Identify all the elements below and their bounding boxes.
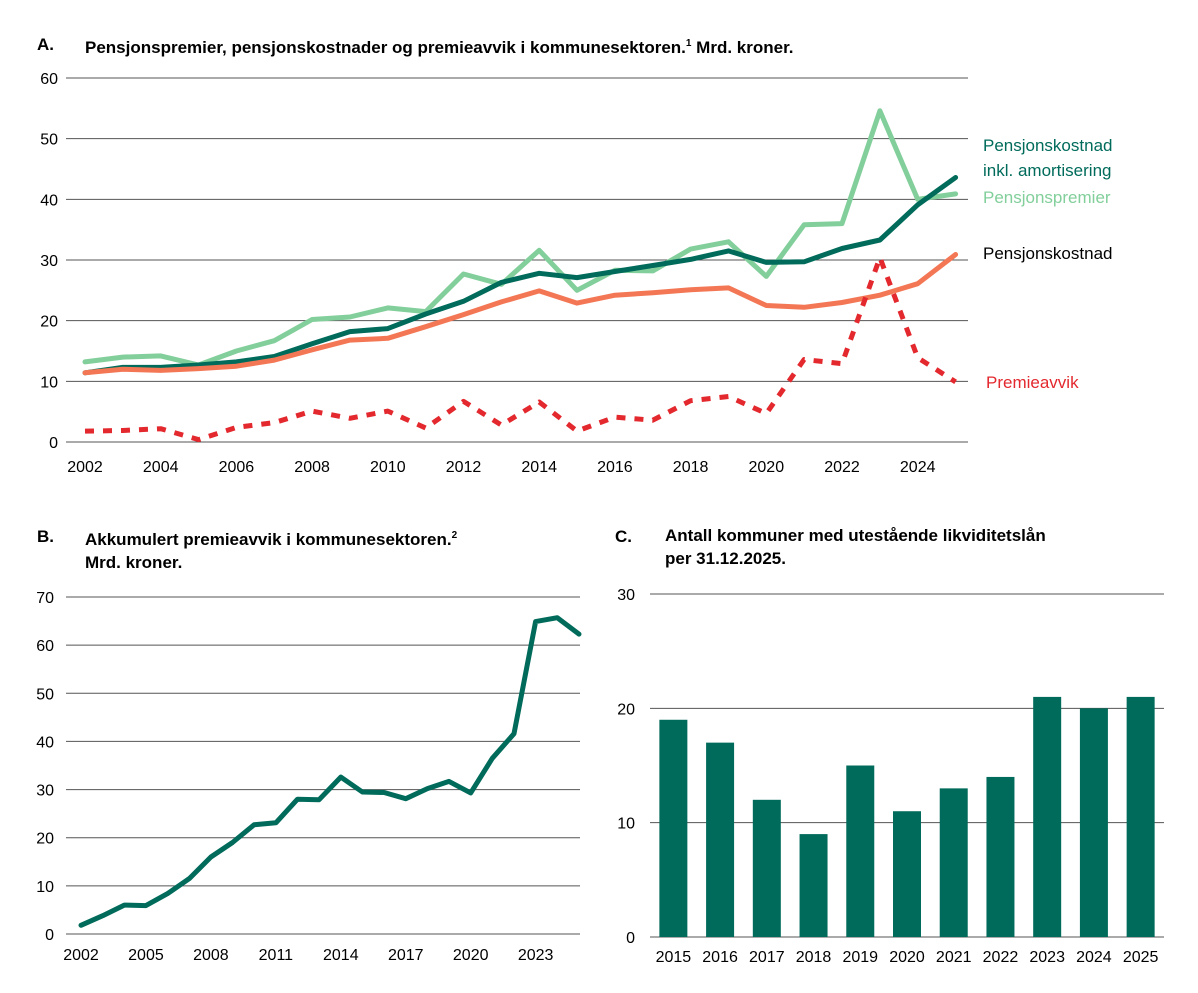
y-tick-label: 0 <box>626 930 635 947</box>
y-tick-label: 40 <box>36 734 54 751</box>
x-tick-label: 2005 <box>128 947 164 964</box>
x-tick-label: 2016 <box>702 949 738 966</box>
y-tick-label: 60 <box>40 71 58 88</box>
x-tick-label: 2017 <box>749 949 785 966</box>
x-tick-label: 2020 <box>453 947 489 964</box>
x-tick-label: 2023 <box>518 947 554 964</box>
chart-b-lines <box>78 615 582 928</box>
y-tick-label: 20 <box>617 701 635 718</box>
x-tick-label: 2014 <box>323 947 359 964</box>
panel-c-title-line1: Antall kommuner med utestående likvidite… <box>665 526 1046 545</box>
x-tick-label: 2012 <box>446 459 482 476</box>
panel-b-letter: B. <box>37 527 54 546</box>
y-tick-label: 20 <box>36 831 54 848</box>
y-tick-label: 10 <box>617 816 635 833</box>
x-tick-label: 2020 <box>749 459 785 476</box>
y-tick-label: 50 <box>40 132 58 149</box>
y-tick-label: 0 <box>49 435 58 452</box>
y-tick-label: 20 <box>40 314 58 331</box>
legend-avvik: Premieavvik <box>986 373 1079 392</box>
x-tick-label: 2018 <box>796 949 832 966</box>
x-tick-label: 2022 <box>983 949 1019 966</box>
series-line-pensjonskostnad <box>82 252 959 376</box>
x-tick-label: 2023 <box>1029 949 1065 966</box>
x-tick-label: 2002 <box>63 947 99 964</box>
x-tick-label: 2008 <box>193 947 229 964</box>
bar-2015 <box>659 719 688 937</box>
bar-2018 <box>799 834 828 937</box>
x-tick-label: 2024 <box>1076 949 1112 966</box>
bar-2019 <box>846 765 875 937</box>
chart-c-bars: 2015 2016 2017 2018 2019 2020 2021 2022 2023 2024… <box>656 696 1159 966</box>
bar-2025 <box>1126 696 1155 937</box>
x-tick-label: 2004 <box>143 459 179 476</box>
x-tick-label: 2014 <box>521 459 557 476</box>
legend-pk: Pensjonskostnad <box>983 244 1112 263</box>
x-tick-label: 2006 <box>219 459 255 476</box>
bar-2016 <box>706 742 735 937</box>
bar-2024 <box>1079 708 1108 937</box>
bar-2021 <box>939 788 968 937</box>
series-line-pensjonspremier <box>82 108 959 368</box>
panel-a-footnote: 1 <box>685 38 692 49</box>
panel-b-title-line1: Akkumulert premieavvik i kommunesektoren… <box>85 530 452 549</box>
x-tick-label: 2015 <box>656 949 692 966</box>
y-tick-label: 0 <box>45 927 54 944</box>
panel-c-title-line2: per 31.12.2025. <box>665 549 786 568</box>
panel-b-title: Akkumulert premieavvik i kommunesektoren… <box>85 524 457 574</box>
y-tick-label: 30 <box>617 587 635 604</box>
panel-a-letter: A. <box>37 35 54 54</box>
chart-a-lines <box>82 108 959 443</box>
y-tick-label: 10 <box>36 879 54 896</box>
panel-c-title: Antall kommuner med utestående likvidite… <box>665 524 1046 570</box>
y-tick-label: 30 <box>40 253 58 270</box>
x-tick-label: 2025 <box>1123 949 1159 966</box>
y-tick-label: 30 <box>36 783 54 800</box>
bar-2020 <box>893 811 921 937</box>
x-tick-label: 2024 <box>900 459 936 476</box>
chart-a-grid: 0 10 20 30 40 50 60 2002 2004 2006 2008 2010 2012 201… <box>40 71 968 476</box>
y-tick-label: 40 <box>40 192 58 209</box>
x-tick-label: 2002 <box>67 459 103 476</box>
x-tick-label: 2017 <box>388 947 424 964</box>
panel-c-letter: C. <box>615 527 632 546</box>
series-line-premieavvik <box>84 255 957 443</box>
y-tick-label: 60 <box>36 638 54 655</box>
chart-a-legend: Pensjonskostnad inkl. amortisering Pensj… <box>983 136 1112 392</box>
x-tick-label: 2022 <box>824 459 860 476</box>
bar-2017 <box>752 799 781 937</box>
x-tick-label: 2020 <box>889 949 925 966</box>
x-tick-label: 2011 <box>259 947 294 964</box>
legend-pk-amort-line1: Pensjonskostnad <box>983 136 1112 155</box>
legend-pk-amort-line2: inkl. amortisering <box>983 161 1112 180</box>
series-line-pensjonskostnad-inkl-amortisering <box>82 175 959 376</box>
panel-a-title-text: Pensjonspremier, pensjonskostnader og pr… <box>85 38 686 57</box>
x-tick-label: 2016 <box>597 459 633 476</box>
series-line-akkumulert <box>78 615 582 928</box>
y-tick-label: 10 <box>40 374 58 391</box>
panel-a-title-suffix: Mrd. kroner. <box>691 38 794 57</box>
panel-b-title-line2: Mrd. kroner. <box>85 553 183 572</box>
x-tick-label: 2019 <box>842 949 878 966</box>
y-tick-label: 70 <box>36 590 54 607</box>
legend-premier: Pensjonspremier <box>983 188 1111 207</box>
bar-2022 <box>986 776 1015 937</box>
chart-b-grid: 0 10 20 30 40 50 60 70 2002 2005 2008 2011 2014 2017 2… <box>36 590 580 964</box>
x-tick-label: 2010 <box>370 459 406 476</box>
x-tick-label: 2008 <box>294 459 330 476</box>
panel-b-footnote: 2 <box>451 530 458 541</box>
x-tick-label: 2021 <box>936 949 972 966</box>
chart-c-grid: 0 10 20 30 <box>617 587 1164 947</box>
panel-a-title: Pensjonspremier, pensjonskostnader og pr… <box>85 32 793 59</box>
bar-2023 <box>1033 696 1062 937</box>
x-tick-label: 2018 <box>673 459 709 476</box>
y-tick-label: 50 <box>36 686 54 703</box>
